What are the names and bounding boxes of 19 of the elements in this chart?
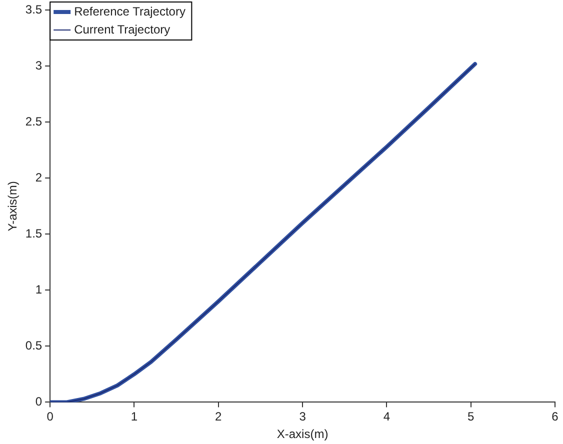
x-tick-label: 6 [552,410,559,424]
y-tick-label: 0 [35,394,42,409]
x-tick-label: 0 [46,410,54,424]
legend-label: Reference Trajectory [74,4,186,18]
y-tick-label: 2.5 [25,114,42,129]
x-tick-label: 1 [130,410,138,424]
legend-label: Current Trajectory [74,22,170,36]
y-tick-label: 3.5 [25,2,42,17]
y-tick-label: 3 [35,58,42,73]
x-tick-label: 5 [468,410,475,424]
x-tick-label: 3 [299,410,306,424]
y-tick-label: 1.5 [25,226,42,241]
y-tick-label: 1 [35,282,42,297]
y-tick-label: 2 [35,170,42,185]
y-axis-title: Y-axis(m) [6,181,20,232]
y-tick-label: 0.5 [25,338,42,353]
x-tick-label: 2 [215,410,222,424]
x-tick-label: 4 [383,410,390,424]
x-axis-title: X-axis(m) [276,427,328,442]
